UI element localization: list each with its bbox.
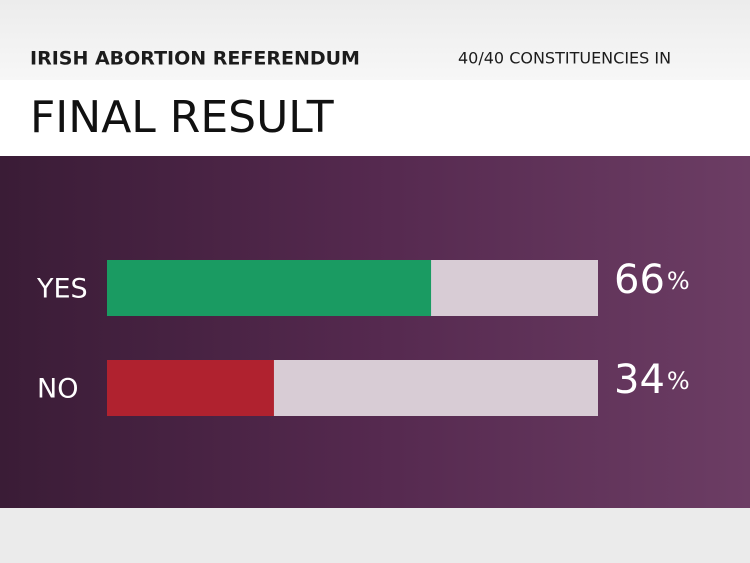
footer-band <box>0 508 750 563</box>
header-band <box>0 0 750 80</box>
chart-title: FINAL RESULT <box>30 92 334 143</box>
value-label: 34% <box>614 357 690 403</box>
bar <box>107 360 274 416</box>
bar <box>107 260 432 316</box>
category-label: YES <box>36 274 88 305</box>
title-band <box>0 80 750 156</box>
panel <box>0 156 750 508</box>
value-label: 66% <box>614 257 690 303</box>
category-label: NO <box>37 374 78 405</box>
note: 40/40 CONSTITUENCIES IN <box>458 49 671 68</box>
header: IRISH ABORTION REFERENDUM <box>30 48 360 70</box>
